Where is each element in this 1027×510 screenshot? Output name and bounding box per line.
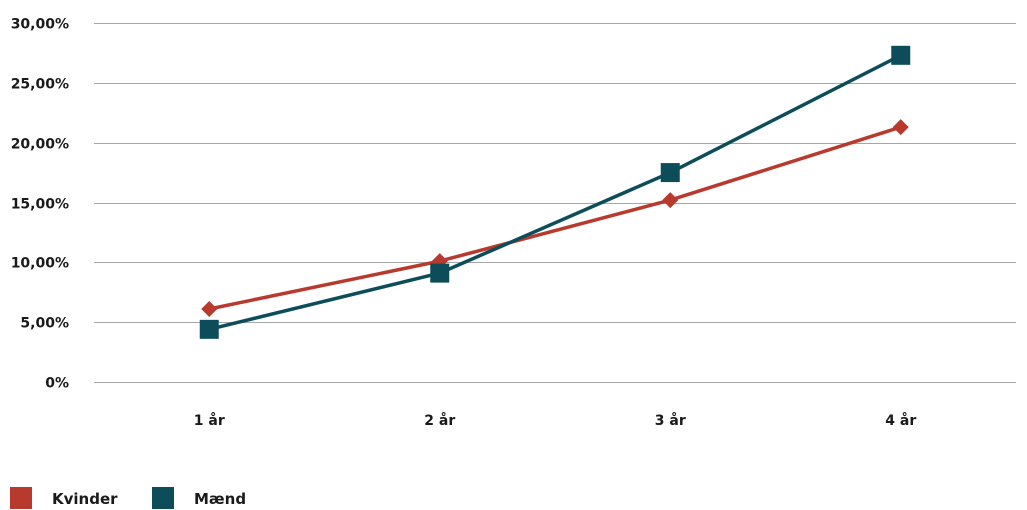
y-tick-label: 20,00%: [11, 137, 69, 153]
grid: [94, 23, 1016, 383]
y-tick-label: 25,00%: [11, 77, 69, 93]
data-point-diamond: [892, 119, 909, 136]
data-point-square: [430, 263, 450, 283]
data-point-diamond: [662, 192, 679, 209]
x-axis-tick-labels: 1 år 2 år 3 år 4 år: [194, 412, 917, 429]
x-tick-label: 3 år: [655, 412, 686, 429]
y-axis-tick-labels: 0% 5,00% 10,00% 15,00% 20,00% 25,00% 30,00%: [11, 17, 69, 392]
x-tick-label: 2 år: [424, 412, 455, 429]
data-point-square: [660, 163, 680, 183]
y-tick-label: 5,00%: [20, 316, 69, 332]
legend-label: Mænd: [194, 490, 246, 508]
series-markers: [199, 45, 911, 339]
y-tick-label: 0%: [45, 376, 69, 392]
y-tick-label: 30,00%: [11, 17, 69, 33]
data-point-diamond: [201, 301, 218, 318]
legend-swatch: [10, 487, 32, 509]
y-tick-label: 15,00%: [11, 197, 69, 213]
y-tick-label: 10,00%: [11, 256, 69, 272]
legend-swatch: [152, 487, 174, 509]
legend: Kvinder Mænd: [10, 487, 246, 509]
series-lines: [208, 53, 902, 332]
x-tick-label: 4 år: [885, 412, 916, 429]
series-line-0: [208, 125, 902, 311]
series-line-1: [208, 53, 902, 332]
data-point-square: [199, 319, 219, 339]
data-point-square: [891, 45, 911, 65]
x-tick-label: 1 år: [194, 412, 225, 429]
legend-label: Kvinder: [52, 490, 118, 508]
